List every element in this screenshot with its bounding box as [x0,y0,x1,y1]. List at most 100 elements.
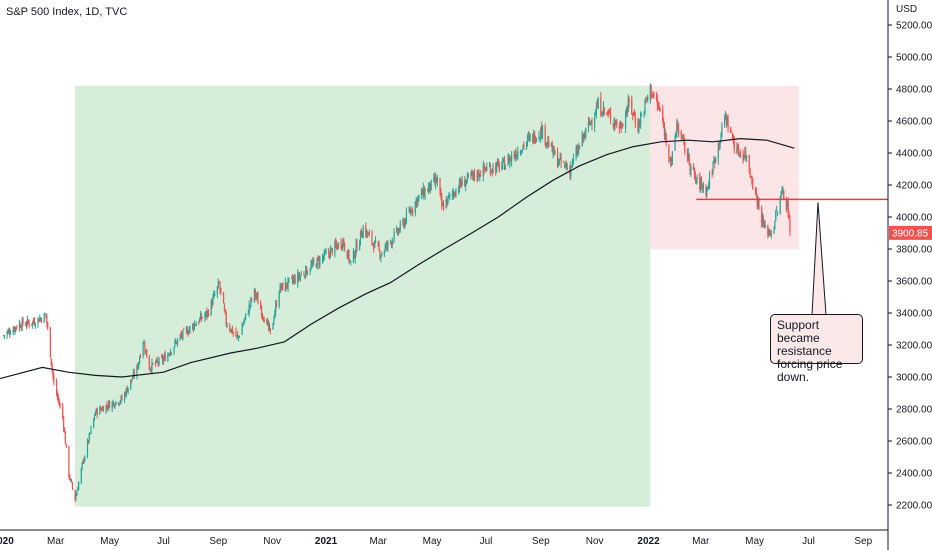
candle-body [684,141,686,153]
candle-body [690,165,692,172]
candle-body [608,112,610,114]
candle-body [526,137,529,143]
y-tick-label: 3400.00 [896,309,932,320]
candle-body [540,127,542,140]
candle-body [750,176,752,178]
candle-body [268,321,270,329]
candle-body [639,116,642,125]
candle-body [483,163,485,170]
candle-body [266,320,268,324]
candle-body [374,240,377,242]
candle-body [335,242,337,246]
x-tick-label: Sep [854,536,872,547]
candle-body [670,159,673,161]
candle-body [63,417,65,429]
candle-body [769,229,771,233]
candle-body [664,132,666,136]
candle-body [657,106,659,107]
candle-body [774,221,776,229]
candle-body [31,323,33,325]
chart-title: S&P 500 Index, 1D, TVC [6,6,128,18]
candle-body [658,106,660,108]
candle-body [631,99,633,114]
candle-body [33,321,36,325]
candle-body [56,393,59,398]
candle-body [594,117,596,127]
candle-body [738,153,741,157]
candle-body [315,263,317,268]
candle-body [59,404,61,406]
candle-body [7,330,9,334]
candle-body [743,156,745,160]
candle-body [391,240,393,245]
candle-body [749,171,751,175]
candle-body [620,124,622,130]
candle-body [571,159,574,167]
candle-body [533,132,535,141]
candle-body [365,225,367,236]
candle-body [244,317,246,321]
candle-body [272,322,274,330]
candle-body [427,189,429,192]
candle-body [319,258,321,267]
candle-body [715,159,717,163]
candle-body [422,187,424,197]
candle-body [480,175,482,177]
candle-body [575,149,577,158]
candle-body [552,146,554,155]
candle-body [311,264,313,266]
candle-body [748,155,750,171]
candle-body [170,352,173,354]
candle-body [112,402,114,404]
candle-body [724,113,727,118]
candle-body [377,242,379,246]
candle-body [226,325,228,327]
candle-body [436,177,438,182]
candle-body [161,356,163,358]
candle-body [131,378,134,380]
candle-body [720,135,722,143]
candle-body [78,482,80,490]
candle-body [757,200,759,205]
candle-body [158,357,160,365]
candle-body [316,257,318,269]
candle-body [114,405,116,408]
candle-body [662,122,665,127]
x-tick-label: Jul [157,536,170,547]
candle-body [478,170,480,177]
x-tick-label: Nov [263,536,281,547]
annotation-callout[interactable]: Support became resistance forcing price … [770,314,863,384]
candle-body [659,107,661,112]
candle-body [207,311,209,315]
candle-body [458,179,461,192]
candle-body [213,293,215,297]
candle-body [217,282,219,287]
candle-body [151,361,153,372]
candle-body [643,112,645,114]
candle-body [249,305,251,306]
candle-body [665,134,667,143]
candle-body [237,335,240,338]
candle-body [152,363,154,365]
candle-body [280,286,282,289]
candle-body [680,132,682,137]
candle-body [21,319,23,329]
candle-body [93,416,96,418]
candle-body [653,92,655,96]
candle-body [19,324,21,328]
candle-body [18,323,21,329]
candle-body [144,344,146,352]
candle-body [640,114,643,117]
candle-body [519,152,522,154]
candle-body [139,357,141,364]
y-tick-label: 5000.00 [896,53,932,64]
candle-body [785,198,787,209]
candle-body [294,277,296,284]
candle-body [717,143,719,160]
candle-body [675,132,677,137]
candle-body [415,199,417,204]
moving-average-line [0,137,795,380]
candle-body [723,119,726,123]
candle-body [231,327,233,334]
